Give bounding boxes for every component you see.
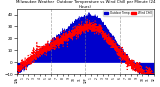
Legend: Outdoor Temp, Wind Chill: Outdoor Temp, Wind Chill (103, 10, 152, 16)
Title: Milwaukee Weather  Outdoor Temperature vs Wind Chill per Minute (24 Hours): Milwaukee Weather Outdoor Temperature vs… (16, 0, 155, 9)
